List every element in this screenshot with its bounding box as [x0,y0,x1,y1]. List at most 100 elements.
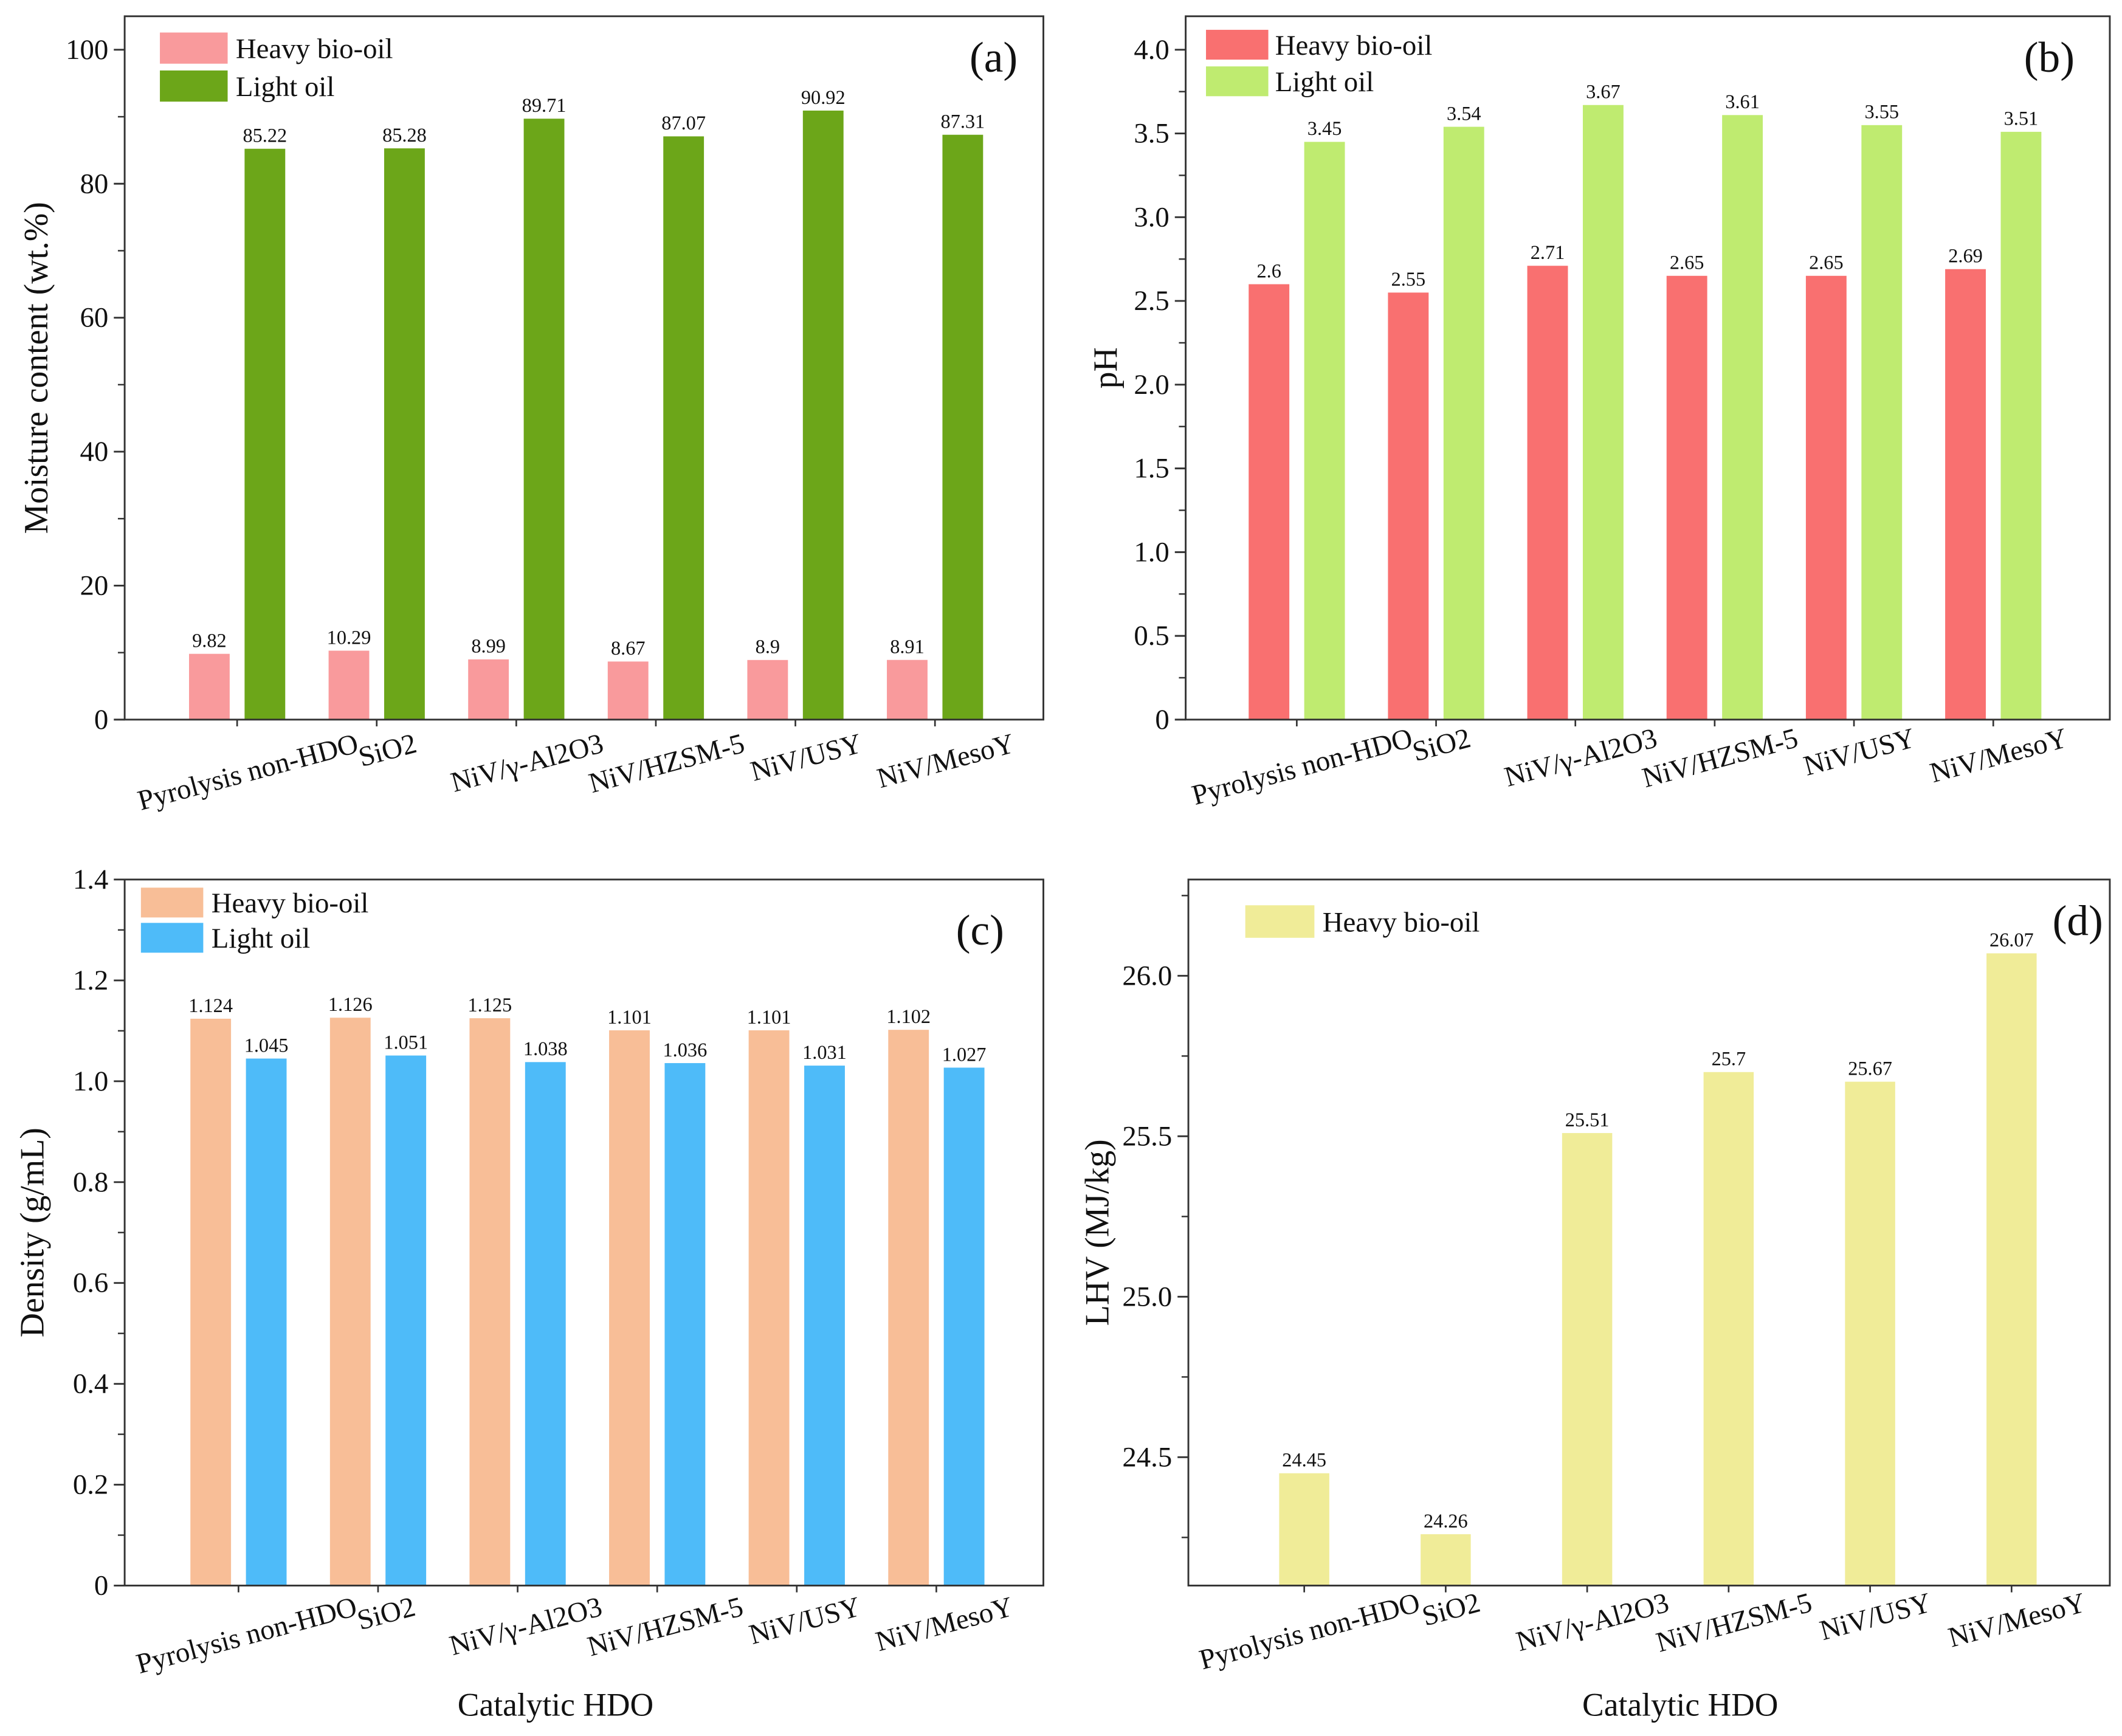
y-tick-label-c: 0.6 [73,1267,108,1299]
x-tick-label-a-niv-gamma-al2o3: NiV/γ-Al2O3 [447,728,607,799]
y-tick-label-b: 4.0 [1134,34,1169,66]
y-tick-label-c: 0.8 [73,1166,108,1198]
y-tick-label-a: 100 [66,34,108,66]
bar-a-heavy-bio-oil-niv-usy [747,660,788,720]
bar-c-light-oil-niv-mesoy [943,1067,985,1586]
x-tick-label-c-sio2: SiO2 [354,1591,418,1636]
legend-swatch-c-light-oil [140,923,204,953]
bar-d-heavy-bio-oil-niv-mesoy [1986,953,2037,1586]
x-tick-label-b-niv-usy: NiV/USY [1800,722,1918,782]
bar-b-light-oil-niv-usy [1861,125,1903,720]
legend-swatch-b-heavy-bio-oil [1206,30,1269,60]
plot-frame-a [123,15,1044,721]
data-label-a-heavy-bio-oil-6: 8.91 [890,636,925,658]
bar-d-heavy-bio-oil-sio2 [1421,1534,1471,1586]
data-label-a-heavy-bio-oil-5: 8.9 [756,636,780,658]
x-axis-title-c: Catalytic HDO [458,1687,653,1723]
data-label-b-light-oil-1: 3.45 [1307,117,1342,139]
data-label-c-light-oil-2: 1.051 [384,1031,428,1053]
x-tick-label-d-niv-gamma-al2o3: NiV/γ-Al2O3 [1513,1586,1672,1658]
y-tick-label-c: 1.2 [73,965,108,996]
data-label-c-light-oil-5: 1.031 [802,1041,847,1063]
bar-b-heavy-bio-oil-sio2 [1388,292,1429,720]
bar-c-heavy-bio-oil-niv-gamma-al2o3 [469,1018,511,1586]
data-label-c-heavy-bio-oil-4: 1.101 [607,1006,652,1028]
bar-a-heavy-bio-oil-niv-gamma-al2o3 [468,659,509,720]
data-label-b-heavy-bio-oil-3: 2.71 [1531,241,1565,263]
data-label-b-heavy-bio-oil-6: 2.69 [1948,245,1983,267]
bar-a-light-oil-niv-hzsm-5 [663,136,704,720]
data-label-b-heavy-bio-oil-1: 2.6 [1256,260,1281,281]
bar-c-heavy-bio-oil-niv-usy [748,1030,790,1586]
bar-c-light-oil-niv-hzsm-5 [664,1063,706,1586]
data-label-b-light-oil-6: 3.51 [2004,108,2039,129]
panel-label-c: (c) [956,906,1004,954]
data-label-a-light-oil-1: 85.22 [243,125,287,146]
x-tick-label-a-niv-mesoy: NiV/MesoY [874,728,1018,794]
y-tick-label-a: 0 [94,704,108,735]
panel-b: 2.6 2.55 2.71 2.65 2.65 2.69 3.45 3.54 3.67 3.61 3… [1087,15,2111,811]
data-label-a-heavy-bio-oil-4: 8.67 [611,637,646,659]
legend-swatch-a-heavy-bio-oil [160,32,228,64]
data-label-d-heavy-bio-oil-2: 24.26 [1424,1510,1468,1532]
data-label-d-heavy-bio-oil-1: 24.45 [1282,1449,1326,1471]
bar-a-heavy-bio-oil-niv-hzsm-5 [607,661,649,720]
x-tick-label-a-sio2: SiO2 [355,728,419,773]
x-tick-label-c-niv-mesoy: NiV/MesoY [872,1591,1016,1658]
legend-swatch-a-light-oil [160,70,228,102]
x-tick-label-d-pyrolysis-non-hdo: Pyrolysis non-HDO [1196,1586,1424,1676]
data-label-c-light-oil-6: 1.027 [942,1043,987,1065]
bar-a-light-oil-sio2 [384,148,425,720]
panel-a: 9.82 10.29 8.99 8.67 8.9 8.91 85.22 85.28 89.71 8… [18,15,1044,817]
x-tick-label-d-niv-mesoy: NiV/MesoY [1945,1586,2089,1653]
data-label-a-light-oil-6: 87.31 [941,111,985,133]
y-tick-label-c: 0 [94,1570,108,1602]
bar-c-heavy-bio-oil-sio2 [329,1018,371,1586]
bar-b-heavy-bio-oil-niv-mesoy [1945,269,1986,720]
data-label-c-heavy-bio-oil-5: 1.101 [747,1006,791,1028]
legend-label-d-heavy-bio-oil: Heavy bio-oil [1323,906,1480,938]
bar-b-heavy-bio-oil-niv-usy [1805,275,1847,720]
bar-b-heavy-bio-oil-niv-hzsm-5 [1666,275,1707,720]
panel-label-a: (a) [970,33,1018,81]
data-label-a-light-oil-2: 85.28 [382,124,427,146]
legend-label-c-heavy-bio-oil: Heavy bio-oil [212,887,369,919]
bar-c-light-oil-sio2 [385,1055,427,1586]
data-label-a-light-oil-4: 87.07 [661,112,706,134]
x-tick-label-b-niv-hzsm-5: NiV/HZSM-5 [1639,722,1801,794]
data-label-c-heavy-bio-oil-6: 1.102 [886,1005,931,1027]
y-tick-label-a: 80 [80,168,109,199]
data-label-c-heavy-bio-oil-2: 1.126 [328,993,373,1015]
data-label-d-heavy-bio-oil-3: 25.51 [1565,1109,1610,1131]
x-tick-label-a-niv-usy: NiV/USY [747,728,865,788]
data-label-b-heavy-bio-oil-2: 2.55 [1391,268,1426,290]
bar-d-heavy-bio-oil-pyrolysis-non-hdo [1279,1473,1329,1586]
y-tick-label-b: 2.0 [1134,369,1169,401]
bar-a-heavy-bio-oil-niv-mesoy [887,660,928,720]
y-tick-label-b: 1.5 [1134,453,1169,484]
y-tick-label-c: 1.0 [73,1066,108,1097]
data-label-b-light-oil-5: 3.55 [1864,101,1899,123]
y-tick-label-b: 1.0 [1134,536,1169,568]
data-label-b-heavy-bio-oil-4: 2.65 [1670,252,1704,274]
data-label-b-light-oil-2: 3.54 [1447,102,1481,124]
data-label-a-light-oil-3: 89.71 [522,94,567,116]
bar-b-heavy-bio-oil-pyrolysis-non-hdo [1249,284,1290,720]
x-tick-label-b-sio2: SiO2 [1409,722,1473,768]
x-tick-label-c-pyrolysis-non-hdo: Pyrolysis non-HDO [133,1591,360,1680]
y-axis-title-c: Density (g/mL) [13,1128,51,1337]
data-label-d-heavy-bio-oil-5: 25.67 [1848,1057,1892,1079]
y-tick-label-c: 1.4 [73,864,108,895]
legend-label-c-light-oil: Light oil [212,923,310,954]
panel-d: 24.45 24.26 25.51 25.7 25.67 26.07 24.5 25.0 25.… [1079,878,2111,1723]
plot-frame-b [1185,15,2111,721]
bar-b-light-oil-niv-hzsm-5 [1722,115,1763,720]
bar-a-light-oil-niv-usy [802,110,844,720]
panel-label-b: (b) [2024,33,2075,81]
bar-c-heavy-bio-oil-niv-hzsm-5 [609,1030,650,1586]
panel-c: 1.124 1.126 1.125 1.101 1.101 1.102 1.045 1.051… [13,864,1044,1723]
data-label-d-heavy-bio-oil-4: 25.7 [1712,1048,1746,1070]
bar-c-light-oil-pyrolysis-non-hdo [246,1058,287,1586]
y-tick-label-c: 0.2 [73,1469,108,1501]
